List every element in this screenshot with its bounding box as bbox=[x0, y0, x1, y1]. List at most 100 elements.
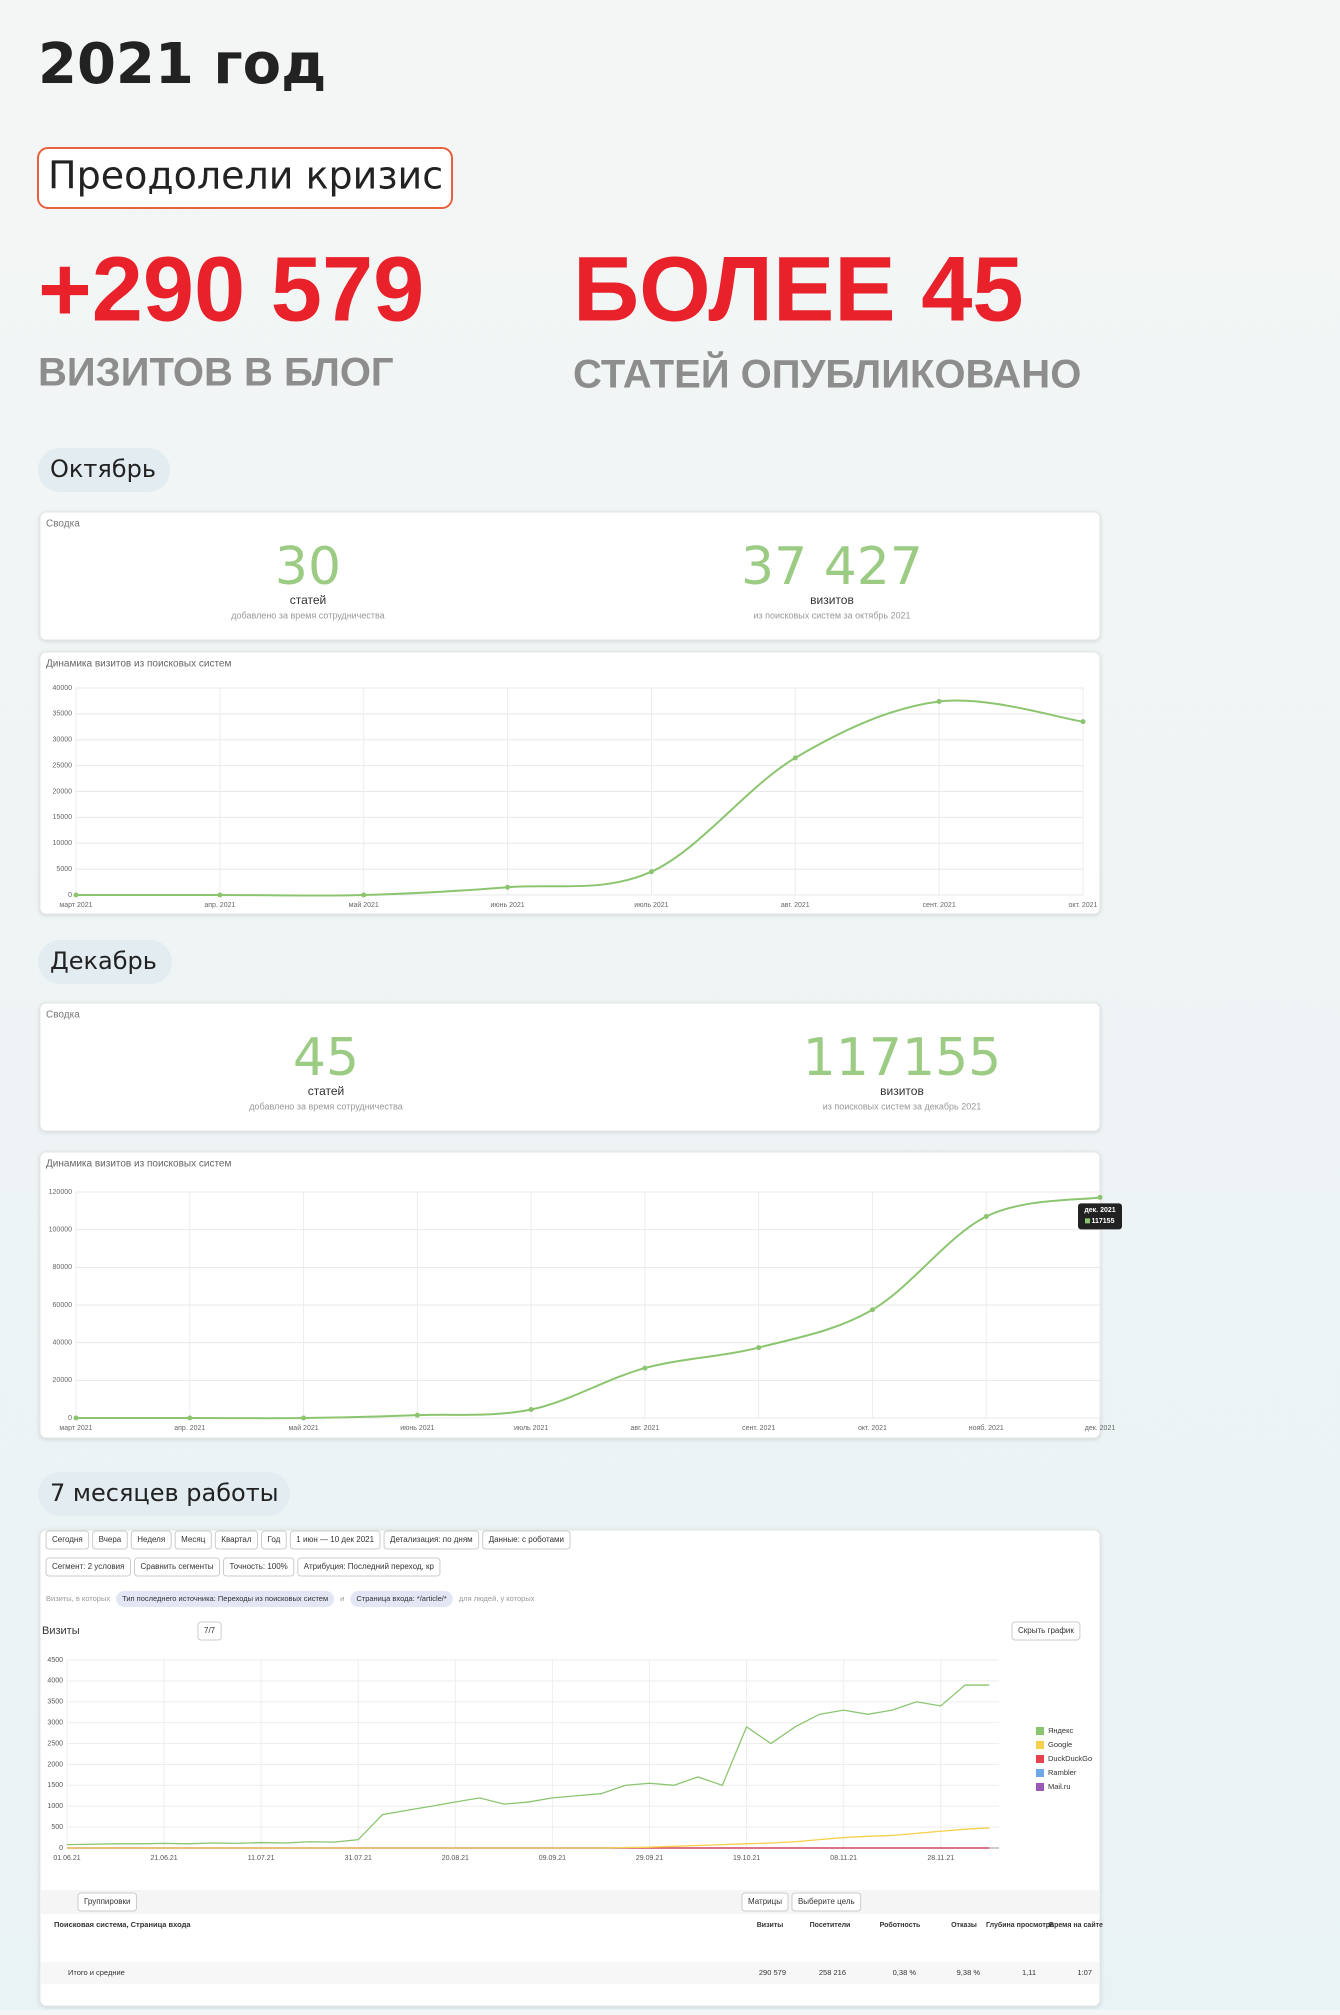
panel-title: Сводка bbox=[46, 519, 80, 530]
x-tick-label: нояб. 2021 bbox=[969, 1424, 1004, 1432]
button[interactable] bbox=[741, 1892, 789, 1912]
x-tick-label: авг. 2021 bbox=[781, 902, 810, 909]
button[interactable] bbox=[45, 1530, 90, 1550]
section-title: 7 месяцев работы bbox=[50, 1479, 279, 1507]
summary-note: добавлено за время сотрудничества bbox=[231, 610, 384, 620]
y-tick-label: 1500 bbox=[47, 1782, 63, 1789]
y-tick-label: 3000 bbox=[47, 1720, 63, 1727]
point bbox=[642, 1365, 648, 1371]
button-label: Квартал bbox=[221, 1535, 252, 1544]
x-tick-label: 11.07.21 bbox=[248, 1855, 275, 1862]
tooltip-label: дек. 2021 bbox=[1084, 1207, 1115, 1214]
x-tick-label: май 2021 bbox=[288, 1424, 318, 1432]
button-label: Неделя bbox=[137, 1535, 165, 1544]
stat-label: СТАТЕЙ ОПУБЛИКОВАНО bbox=[573, 351, 1081, 397]
panel bbox=[39, 511, 1101, 641]
summary-value: 30 bbox=[275, 537, 341, 597]
button[interactable] bbox=[289, 1530, 381, 1550]
stat-label: ВИЗИТОВ В БЛОГ bbox=[38, 351, 394, 395]
button[interactable] bbox=[222, 1557, 295, 1577]
button-label: Год bbox=[268, 1535, 281, 1544]
section-pill bbox=[38, 448, 170, 492]
button[interactable] bbox=[383, 1530, 480, 1550]
legend-label: Mail.ru bbox=[1048, 1782, 1071, 1791]
y-tick-label: 120000 bbox=[49, 1189, 72, 1196]
point bbox=[73, 1415, 79, 1421]
y-tick-label: 25000 bbox=[53, 762, 73, 769]
summary-value: 117155 bbox=[803, 1028, 1002, 1088]
legend-label: Яндекс bbox=[1048, 1726, 1073, 1735]
button[interactable] bbox=[174, 1530, 212, 1550]
legend-label: DuckDuckGo bbox=[1048, 1754, 1092, 1763]
summary-note: из поисковых систем за октябрь 2021 bbox=[753, 610, 910, 620]
y-tick-label: 40000 bbox=[53, 685, 73, 692]
button[interactable] bbox=[77, 1892, 137, 1912]
stat-value: +290 579 bbox=[38, 238, 424, 340]
button-label: Сегодня bbox=[52, 1535, 83, 1544]
button-label: Выберите цель bbox=[798, 1897, 855, 1906]
legend-swatch bbox=[1036, 1783, 1044, 1791]
summary-value: 45 bbox=[293, 1028, 359, 1088]
button[interactable] bbox=[791, 1892, 862, 1912]
button-label: Матрицы bbox=[748, 1897, 782, 1906]
button[interactable] bbox=[130, 1530, 172, 1550]
x-tick-label: июнь 2021 bbox=[490, 902, 524, 909]
x-tick-label: 28.11.21 bbox=[927, 1855, 954, 1862]
legend-label: Rambler bbox=[1048, 1768, 1077, 1777]
filter-text: и bbox=[340, 1594, 344, 1603]
point bbox=[414, 1412, 420, 1418]
button-label: Вчера bbox=[99, 1535, 122, 1544]
x-tick-label: март 2021 bbox=[59, 902, 92, 909]
x-tick-label: авг. 2021 bbox=[630, 1425, 659, 1432]
badge-text: Преодолели кризис bbox=[48, 154, 443, 198]
column-header: Глубина просмотра bbox=[986, 1921, 1054, 1929]
legend-swatch bbox=[1036, 1741, 1044, 1749]
x-tick-label: июнь 2021 bbox=[400, 1425, 434, 1432]
panel bbox=[39, 1002, 1101, 1132]
point bbox=[936, 698, 942, 704]
x-tick-label: дек. 2021 bbox=[1085, 1425, 1116, 1432]
y-tick-label: 40000 bbox=[53, 1340, 73, 1347]
button[interactable] bbox=[45, 1557, 131, 1577]
button-label: Скрыть график bbox=[1018, 1626, 1074, 1635]
section-pill bbox=[38, 940, 172, 984]
y-tick-label: 4500 bbox=[47, 1657, 63, 1664]
filter-chip bbox=[350, 1591, 453, 1607]
stat-value: БОЛЕЕ 45 bbox=[573, 238, 1024, 340]
point bbox=[361, 892, 367, 898]
y-tick-label: 30000 bbox=[53, 737, 73, 744]
y-tick-label: 0 bbox=[68, 1415, 72, 1422]
chart-title: Динамика визитов из поисковых систем bbox=[46, 659, 231, 670]
tooltip-value: 117155 bbox=[1092, 1218, 1115, 1225]
button-label: Детализация: по дням bbox=[390, 1535, 473, 1544]
legend-label: Google bbox=[1048, 1740, 1072, 1749]
button[interactable] bbox=[1011, 1621, 1081, 1641]
x-tick-label: 20.08.21 bbox=[442, 1855, 469, 1862]
button[interactable] bbox=[297, 1557, 441, 1577]
button[interactable] bbox=[92, 1530, 128, 1550]
button-label: 7/7 bbox=[204, 1626, 216, 1635]
button[interactable] bbox=[133, 1557, 220, 1577]
button[interactable] bbox=[482, 1530, 571, 1550]
button[interactable] bbox=[214, 1530, 259, 1550]
y-tick-label: 5000 bbox=[56, 866, 72, 873]
x-tick-label: апр. 2021 bbox=[174, 1425, 205, 1432]
title: 2021 год bbox=[38, 32, 326, 97]
y-tick-label: 80000 bbox=[53, 1264, 73, 1271]
button[interactable] bbox=[197, 1621, 222, 1641]
filter-text: Визиты, в которых bbox=[46, 1594, 110, 1603]
x-tick-label: окт. 2021 bbox=[1069, 902, 1098, 909]
panel bbox=[39, 651, 1101, 915]
legend-swatch bbox=[1036, 1755, 1044, 1763]
table-toolbar bbox=[41, 1890, 1099, 1914]
x-tick-label: окт. 2021 bbox=[858, 1425, 887, 1432]
button-label: Группировки bbox=[84, 1897, 131, 1906]
x-tick-label: май 2021 bbox=[349, 901, 379, 909]
point bbox=[648, 869, 654, 875]
line bbox=[76, 1196, 1101, 1420]
point bbox=[187, 1415, 193, 1421]
section-title: Октябрь bbox=[50, 455, 156, 483]
button[interactable] bbox=[261, 1530, 287, 1550]
legend-swatch bbox=[1036, 1727, 1044, 1735]
